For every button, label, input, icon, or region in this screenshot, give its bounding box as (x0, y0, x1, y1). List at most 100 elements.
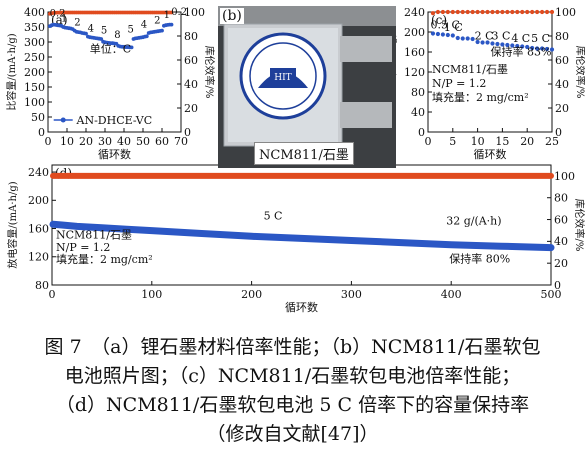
y2-tick-label: 100 (184, 6, 205, 19)
efficiency-point (539, 9, 545, 15)
capacity-point (539, 46, 545, 51)
y2-axis-label: 库伦效率/% (203, 46, 216, 99)
annotation-np: N/P = 1.2 (432, 77, 486, 90)
y2-tick-label: 0 (184, 126, 191, 139)
x-tick-label: 500 (541, 288, 562, 301)
y2-tick-label: 60 (555, 54, 569, 67)
university-emblem: HIT (239, 32, 327, 120)
capacity-point (530, 45, 535, 51)
x-tick-label: 50 (136, 135, 150, 148)
annotation-cell: NCM811/石墨 (432, 63, 508, 76)
capacity-point (465, 36, 470, 41)
x-axis-label: 循环数 (285, 301, 318, 314)
capacity-point (520, 44, 525, 49)
efficiency-point (515, 9, 520, 15)
efficiency-point (440, 9, 445, 15)
x-tick-label: 25 (545, 135, 559, 148)
capacity-point (549, 47, 555, 52)
y-tick-label: 0 (38, 126, 45, 139)
efficiency-point (525, 9, 530, 15)
y2-tick-label: 80 (554, 192, 568, 205)
legend-label: AN-DHCE-VC (76, 114, 153, 127)
capacity-point (440, 32, 445, 37)
efficiency-point (430, 11, 436, 16)
x-tick-label: 200 (241, 288, 262, 301)
capacity-point (450, 33, 455, 38)
capacity-point (430, 31, 436, 36)
annotation-rate: 5 C (264, 209, 283, 222)
annotation-loading: 填充量：2 mg/cm² (432, 90, 529, 104)
capacity-point (475, 39, 480, 45)
capacity-point (435, 31, 441, 37)
capacity-point (160, 28, 164, 33)
y2-tick-label: 20 (554, 257, 568, 270)
efficiency-point (510, 9, 515, 15)
x-tick-label: 400 (441, 288, 462, 301)
rate-label: 2 C (475, 30, 494, 43)
efficiency-point (445, 9, 450, 15)
efficiency-point (500, 9, 505, 15)
efficiency-point (435, 9, 441, 15)
efficiency-point (450, 9, 455, 15)
rate-label: 5 (101, 26, 107, 37)
caption-line-2: 电池照片图；（c）NCM811/石墨软包电池倍率性能； (64, 365, 521, 387)
rate-label: 3 C (491, 30, 510, 43)
y2-tick-label: 20 (555, 102, 569, 115)
y-tick-label: 80 (35, 279, 49, 292)
panel-a-chart: 0 10 20 30 40 50 60 700501001502002503003504000… (5, 6, 216, 161)
y2-tick-label: 80 (555, 30, 569, 43)
efficiency-point (475, 9, 480, 15)
efficiency-point (470, 9, 475, 15)
efficiency-point (490, 9, 495, 15)
y2-tick-label: 0 (555, 126, 562, 139)
annotation-loading: 填充量：2 mg/cm² (56, 252, 153, 266)
rate-label: 1 (61, 14, 67, 25)
efficiency-point (505, 9, 510, 15)
x-axis-label: 循环数 (98, 148, 131, 161)
rate-label: 4 (141, 20, 147, 31)
panel-label: (c) (431, 13, 447, 27)
figure: 0 10 20 30 40 50 60 700501001502002503003504000… (5, 6, 585, 314)
y-tick-label: 250 (24, 51, 45, 64)
capacity-point (505, 42, 510, 48)
unit-label: 单位：C (90, 42, 131, 56)
x-tick-label: 300 (341, 288, 362, 301)
y2-tick-label: 100 (555, 6, 576, 19)
capacity-point (84, 31, 88, 36)
rate-label: 5 C (531, 32, 550, 45)
y-tick-label: 150 (24, 81, 45, 94)
photo-label: NCM811/石墨 (254, 142, 354, 165)
capacity-point (485, 40, 490, 45)
x-tick-label: 70 (174, 135, 188, 148)
y-tick-label: 240 (28, 166, 49, 179)
annotation-retention: 保持率 83% (490, 45, 551, 59)
rate-label: 1 (164, 10, 170, 21)
x-tick-label: 15 (495, 135, 509, 148)
y2-tick-label: 20 (184, 102, 198, 115)
rate-label: 8 (114, 30, 120, 41)
y2-tick-label: 40 (554, 235, 568, 248)
x-tick-label: 0 (425, 135, 432, 148)
x-tick-label: 10 (60, 135, 74, 148)
rate-label: 2 (154, 15, 160, 26)
efficiency-point (465, 9, 470, 15)
panel-d-chart: 0 100 200 300 400 500 80 120 160 200 240 0 20 40 60 80 1… (6, 164, 585, 314)
capacity-point (500, 42, 505, 47)
rate-label: 1 C (444, 21, 463, 34)
y-axis-label: 放电容量/(mA·h/g) (6, 181, 19, 268)
y2-tick-label: 100 (554, 170, 575, 183)
caption-line-4: （修改自文献[47]） (206, 423, 379, 445)
y2-axis-label: 库伦效率/% (574, 46, 585, 99)
y-tick-label: 0 (418, 126, 425, 139)
capacity-point (490, 41, 495, 46)
y-tick-label: 200 (28, 194, 49, 207)
x-tick-label: 30 (98, 135, 112, 148)
y-tick-label: 200 (404, 26, 425, 39)
y-tick-label: 160 (404, 46, 425, 59)
annotation-np: N/P = 1.2 (56, 241, 110, 254)
rate-label: 0.2 (171, 7, 187, 18)
capacity-line (49, 220, 555, 252)
efficiency-point (169, 10, 174, 15)
efficiency-point (460, 9, 465, 15)
svg-text:HIT: HIT (274, 73, 291, 83)
